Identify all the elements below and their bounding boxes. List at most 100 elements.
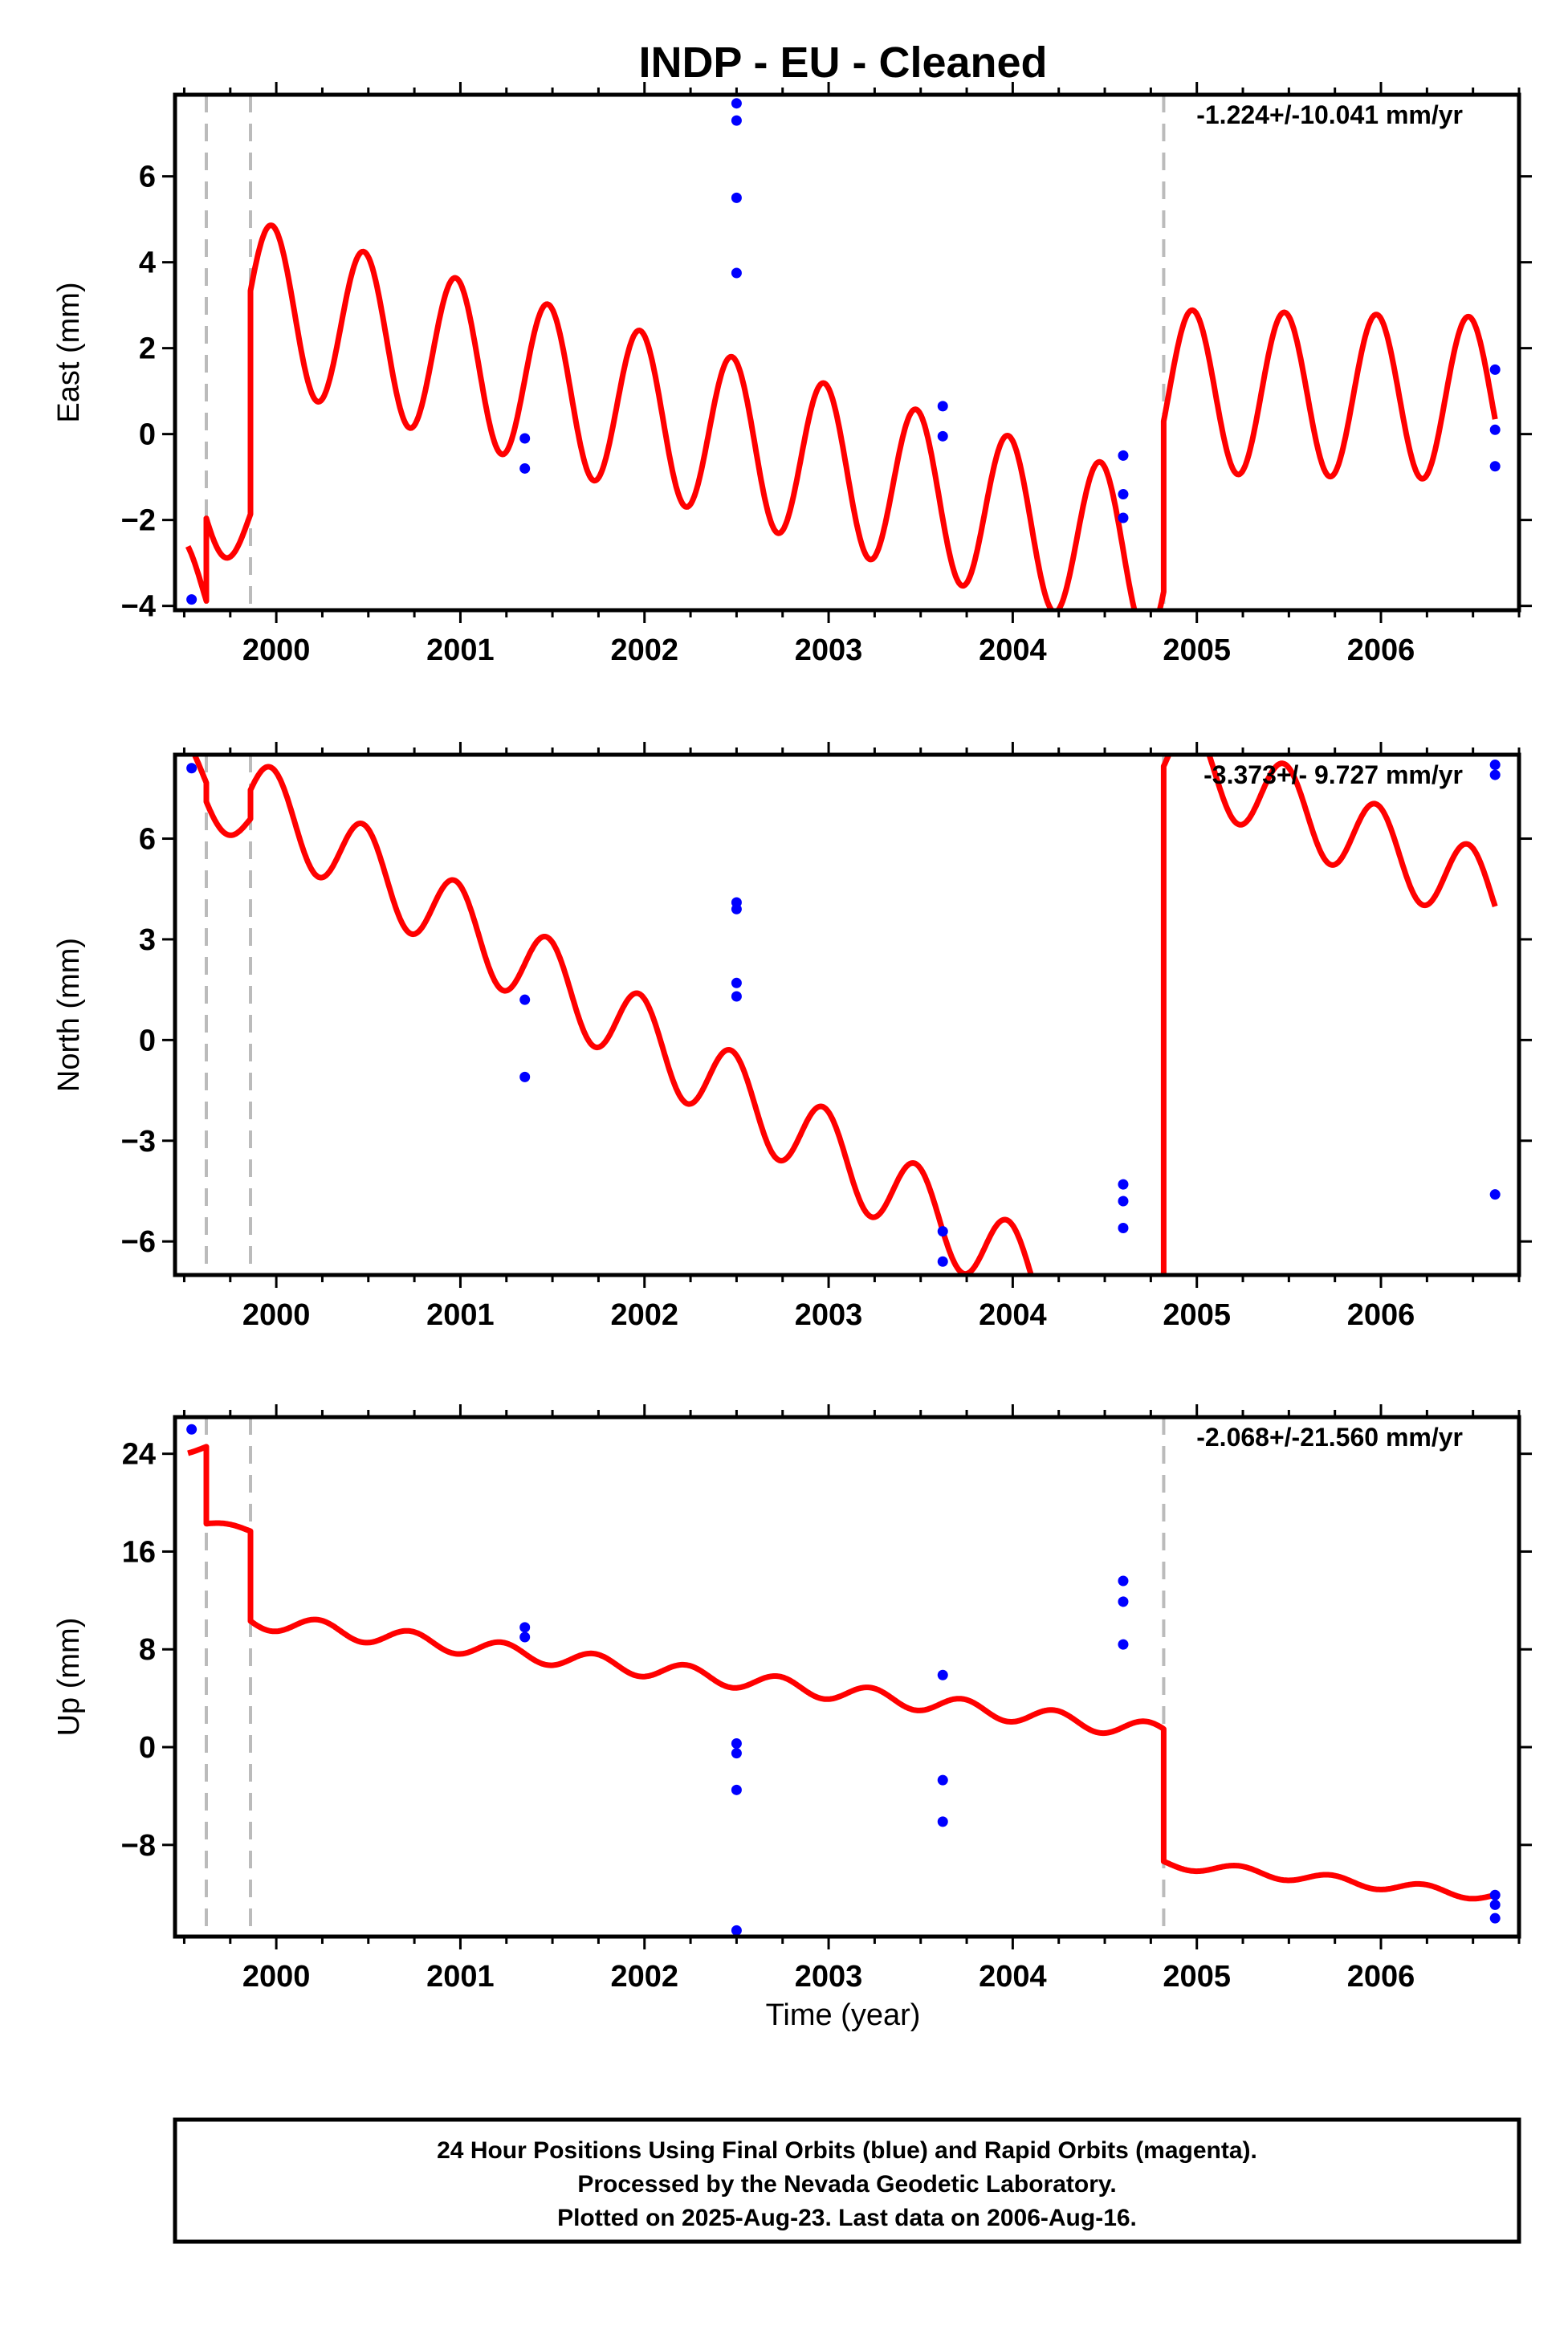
- up-point-2: [519, 1631, 531, 1643]
- up-point-10: [1118, 1575, 1129, 1587]
- x-tick-label: 2003: [795, 1960, 863, 1994]
- up-point-11: [1118, 1596, 1129, 1607]
- x-tick-label: 2005: [1163, 1960, 1231, 1994]
- x-tick-label: 2005: [1163, 1298, 1231, 1332]
- north-point-7: [937, 1226, 948, 1237]
- east-point-6: [731, 267, 742, 279]
- x-tick-label: 2001: [426, 1298, 495, 1332]
- y-tick-label: 16: [122, 1535, 156, 1569]
- north-rate-label: -3.373+/- 9.727 mm/yr: [1203, 760, 1463, 789]
- north-point-1: [519, 994, 531, 1005]
- east-point-4: [731, 115, 742, 126]
- east-point-10: [1118, 489, 1129, 500]
- footer-box: 24 Hour Positions Using Final Orbits (bl…: [173, 2117, 1521, 2244]
- east-point-8: [937, 430, 948, 442]
- east-point-1: [519, 433, 531, 444]
- north-frame: [173, 752, 1521, 1277]
- x-tick-label: 2005: [1163, 633, 1231, 667]
- east-point-0: [186, 594, 198, 605]
- north-point-0: [186, 763, 198, 774]
- north-point-13: [1489, 769, 1501, 780]
- x-tick-label: 2006: [1347, 633, 1415, 667]
- y-tick-label: 4: [139, 246, 156, 280]
- up-point-3: [731, 1737, 742, 1749]
- east-model-line: [185, 222, 1498, 610]
- up-rate-label: -2.068+/-21.560 mm/yr: [1196, 1423, 1463, 1452]
- up-point-14: [1489, 1899, 1501, 1910]
- y-tick-label: 3: [139, 923, 156, 957]
- x-tick-label: 2002: [610, 633, 678, 667]
- east-point-2: [519, 462, 531, 474]
- y-tick-label: 2: [139, 332, 156, 366]
- east-point-3: [731, 98, 742, 109]
- x-tick-label: 2001: [426, 1960, 495, 1994]
- x-tick-label: 2002: [610, 1298, 678, 1332]
- north-point-6: [731, 991, 742, 1002]
- north-point-5: [731, 977, 742, 988]
- up-model-line: [186, 1444, 1497, 1902]
- x-tick-label: 2006: [1347, 1960, 1415, 1994]
- footer-line-1: 24 Hour Positions Using Final Orbits (bl…: [437, 2137, 1257, 2164]
- x-tick-label: 2000: [242, 1960, 311, 1994]
- y-tick-label: −4: [121, 590, 156, 624]
- y-tick-label: 0: [139, 418, 156, 452]
- up-y-axis-label: Up (mm): [52, 1618, 86, 1737]
- x-axis-label: Time (year): [766, 1998, 921, 2032]
- north-point-4: [731, 903, 742, 914]
- y-tick-label: −6: [121, 1225, 156, 1259]
- east-point-12: [1489, 364, 1501, 375]
- east-point-9: [1118, 450, 1129, 461]
- east-point-11: [1118, 512, 1129, 523]
- footer-line-3: Plotted on 2025-Aug-23. Last data on 200…: [557, 2205, 1137, 2231]
- north-point-2: [519, 1071, 531, 1082]
- x-tick-label: 2000: [242, 1298, 311, 1332]
- north-point-12: [1489, 760, 1501, 771]
- north-y-axis-label: North (mm): [52, 938, 86, 1092]
- up-point-6: [731, 1925, 742, 1936]
- x-tick-label: 2006: [1347, 1298, 1415, 1332]
- y-tick-label: 8: [139, 1633, 156, 1667]
- east-frame: [173, 92, 1521, 613]
- east-point-5: [731, 192, 742, 203]
- figure-title: INDP - EU - Cleaned: [638, 39, 1047, 87]
- up-point-12: [1118, 1639, 1129, 1650]
- up-point-5: [731, 1784, 742, 1795]
- x-tick-label: 2003: [795, 1298, 863, 1332]
- up-frame: [173, 1415, 1521, 1939]
- east-point-7: [937, 401, 948, 412]
- east-rate-label: -1.224+/-10.041 mm/yr: [1196, 100, 1463, 129]
- y-tick-label: −8: [121, 1829, 156, 1863]
- up-point-1: [519, 1622, 531, 1633]
- east-point-13: [1489, 424, 1501, 435]
- north-point-10: [1118, 1196, 1129, 1207]
- x-tick-label: 2000: [242, 633, 311, 667]
- east-panel: 2000 2001 2002 2003 2004 2005 2006 −4 −2 0 2 4 6 East…: [52, 82, 1532, 667]
- up-panel: 2000 2001 2002 2003 2004 2005 2006 −8 0 8 16 24 Up (…: [52, 1404, 1532, 1994]
- y-tick-label: 6: [139, 161, 156, 194]
- north-point-8: [937, 1256, 948, 1267]
- x-tick-label: 2004: [979, 1298, 1047, 1332]
- x-tick-label: 2003: [795, 633, 863, 667]
- x-tick-label: 2004: [979, 1960, 1047, 1994]
- y-tick-label: −3: [121, 1125, 156, 1159]
- x-tick-label: 2004: [979, 633, 1047, 667]
- east-y-axis-label: East (mm): [52, 282, 86, 422]
- north-model-line: [191, 755, 1498, 1275]
- up-point-9: [937, 1816, 948, 1827]
- footer-line-2: Processed by the Nevada Geodetic Laborat…: [577, 2171, 1116, 2198]
- x-tick-label: 2002: [610, 1960, 678, 1994]
- up-point-15: [1489, 1912, 1501, 1924]
- y-tick-label: 6: [139, 823, 156, 857]
- x-tick-label: 2001: [426, 633, 495, 667]
- up-point-8: [937, 1774, 948, 1786]
- up-point-0: [186, 1424, 198, 1435]
- y-tick-label: 24: [122, 1438, 156, 1472]
- north-point-11: [1118, 1222, 1129, 1233]
- y-tick-label: 0: [139, 1731, 156, 1765]
- north-point-9: [1118, 1179, 1129, 1190]
- y-tick-label: −2: [121, 504, 156, 538]
- north-panel: 2000 2001 2002 2003 2004 2005 2006 −6 −3 0 3 6 North…: [52, 742, 1532, 1332]
- y-tick-label: 0: [139, 1024, 156, 1057]
- north-point-14: [1489, 1189, 1501, 1200]
